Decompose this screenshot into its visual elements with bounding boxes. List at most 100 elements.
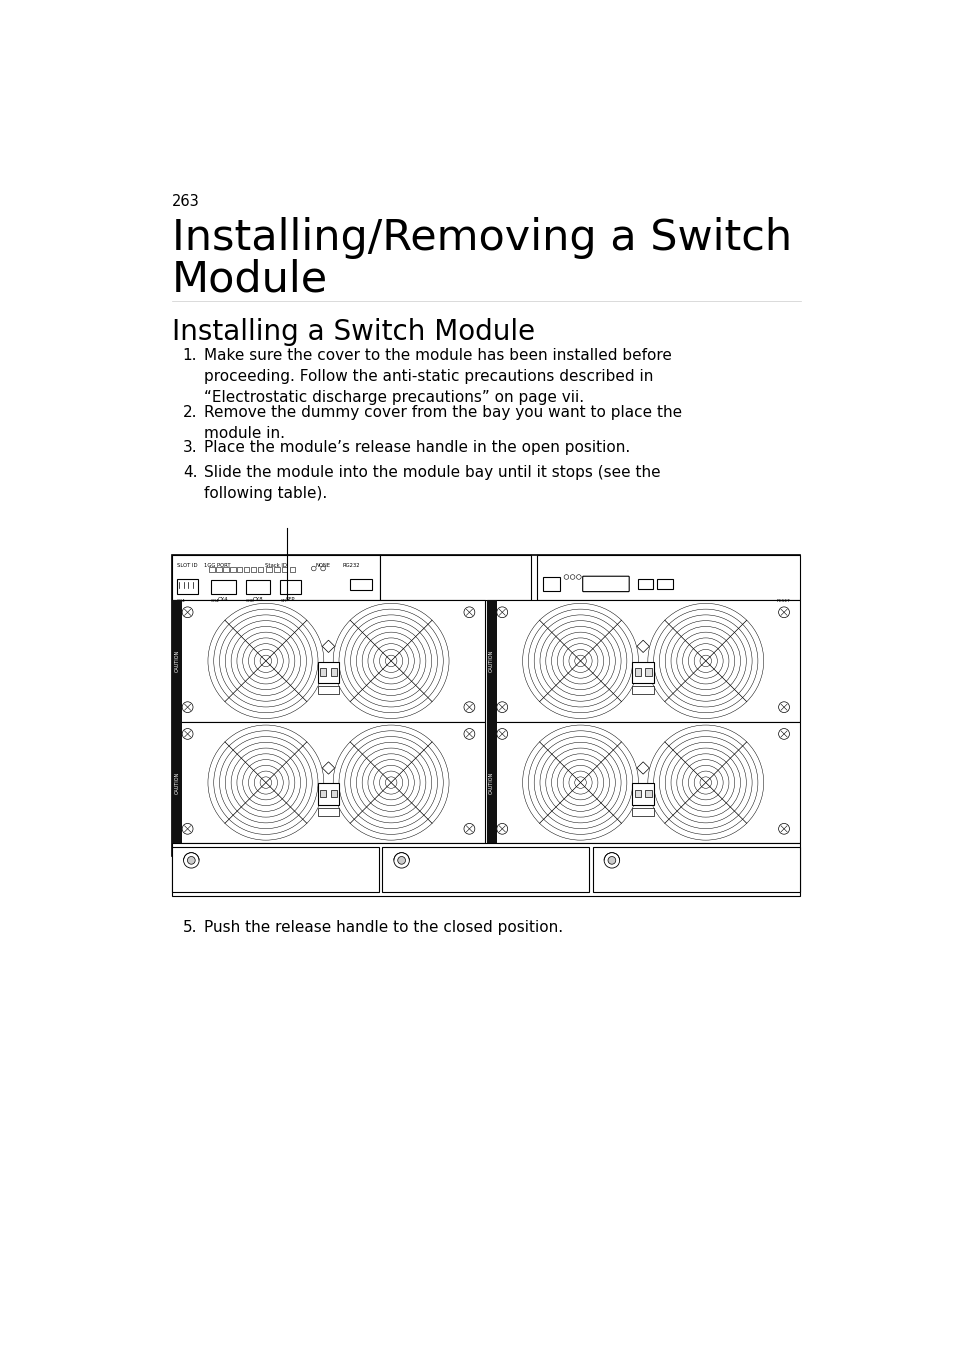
Circle shape bbox=[607, 857, 615, 864]
Text: CX4: CX4 bbox=[176, 598, 185, 602]
Text: Installing a Switch Module: Installing a Switch Module bbox=[172, 318, 535, 346]
Bar bbox=[172, 556, 799, 856]
Text: Make sure the cover to the module has been installed before
proceeding. Follow t: Make sure the cover to the module has be… bbox=[204, 348, 672, 405]
Bar bbox=[172, 600, 484, 721]
Circle shape bbox=[183, 853, 199, 868]
Text: Slide the module into the module bay until it stops (see the
following table).: Slide the module into the module bay unt… bbox=[204, 464, 660, 501]
Bar bbox=[280, 580, 300, 594]
Text: 1GG PORT: 1GG PORT bbox=[204, 563, 231, 568]
Bar bbox=[236, 567, 242, 572]
Circle shape bbox=[394, 853, 409, 868]
Text: CX8: CX8 bbox=[245, 598, 254, 602]
Text: Place the module’s release handle in the open position.: Place the module’s release handle in the… bbox=[204, 439, 630, 455]
Bar bbox=[632, 808, 654, 816]
Text: 2.: 2. bbox=[183, 405, 197, 420]
Bar bbox=[592, 847, 799, 893]
Bar bbox=[245, 580, 270, 594]
Circle shape bbox=[563, 575, 568, 579]
Bar bbox=[172, 843, 799, 895]
Circle shape bbox=[497, 728, 507, 739]
Bar bbox=[317, 661, 339, 683]
Bar bbox=[244, 567, 249, 572]
Circle shape bbox=[778, 606, 789, 617]
Polygon shape bbox=[637, 761, 649, 773]
Bar bbox=[172, 721, 182, 843]
Bar bbox=[657, 579, 672, 589]
Bar bbox=[645, 668, 651, 676]
Bar bbox=[486, 600, 497, 721]
Text: CX4: CX4 bbox=[211, 598, 219, 602]
Bar bbox=[632, 783, 654, 805]
Bar bbox=[172, 600, 182, 721]
Circle shape bbox=[497, 606, 507, 617]
Bar bbox=[282, 567, 287, 572]
FancyBboxPatch shape bbox=[582, 576, 629, 591]
Bar bbox=[216, 567, 221, 572]
Text: SFP: SFP bbox=[286, 597, 295, 602]
Circle shape bbox=[778, 728, 789, 739]
Bar bbox=[542, 576, 559, 591]
Circle shape bbox=[397, 857, 405, 864]
Bar bbox=[634, 790, 640, 797]
Circle shape bbox=[497, 823, 507, 834]
Text: 4.: 4. bbox=[183, 464, 197, 479]
Polygon shape bbox=[322, 641, 335, 653]
Bar bbox=[486, 600, 799, 721]
Circle shape bbox=[570, 575, 575, 579]
Bar bbox=[230, 567, 235, 572]
Bar bbox=[632, 686, 654, 694]
Bar bbox=[382, 847, 589, 893]
Bar bbox=[251, 567, 256, 572]
Bar bbox=[172, 721, 484, 843]
Text: CAUTION: CAUTION bbox=[489, 650, 494, 672]
Text: 1.: 1. bbox=[183, 348, 197, 363]
Text: RG232: RG232 bbox=[342, 563, 359, 568]
Bar bbox=[319, 668, 326, 676]
Polygon shape bbox=[637, 641, 649, 653]
Bar bbox=[257, 567, 263, 572]
Circle shape bbox=[182, 728, 193, 739]
Text: Module: Module bbox=[172, 259, 328, 300]
Bar bbox=[486, 721, 799, 843]
Text: CAUTION: CAUTION bbox=[489, 772, 494, 794]
Bar bbox=[379, 556, 530, 600]
Bar bbox=[172, 556, 379, 600]
Circle shape bbox=[463, 702, 475, 712]
Circle shape bbox=[182, 823, 193, 834]
Bar bbox=[317, 808, 339, 816]
Text: 263: 263 bbox=[172, 193, 199, 208]
Text: Stack ID: Stack ID bbox=[265, 563, 287, 568]
Bar bbox=[266, 567, 272, 572]
Bar bbox=[331, 790, 336, 797]
Bar bbox=[319, 790, 326, 797]
Circle shape bbox=[182, 606, 193, 617]
Bar bbox=[634, 668, 640, 676]
Circle shape bbox=[778, 702, 789, 712]
Bar bbox=[537, 556, 799, 600]
Bar bbox=[223, 567, 229, 572]
Circle shape bbox=[463, 728, 475, 739]
Text: Remove the dummy cover from the bay you want to place the
module in.: Remove the dummy cover from the bay you … bbox=[204, 405, 682, 441]
Text: 5.: 5. bbox=[183, 920, 197, 935]
Bar bbox=[290, 567, 294, 572]
Bar bbox=[274, 567, 279, 572]
Bar bbox=[209, 567, 214, 572]
Bar bbox=[211, 580, 235, 594]
Circle shape bbox=[463, 823, 475, 834]
Circle shape bbox=[603, 853, 619, 868]
Circle shape bbox=[463, 606, 475, 617]
Text: NONE: NONE bbox=[315, 563, 330, 568]
Bar bbox=[317, 783, 339, 805]
Text: CAUTION: CAUTION bbox=[174, 772, 179, 794]
Bar bbox=[632, 661, 654, 683]
Text: Push the release handle to the closed position.: Push the release handle to the closed po… bbox=[204, 920, 563, 935]
Bar bbox=[486, 721, 497, 843]
Circle shape bbox=[576, 575, 580, 579]
Circle shape bbox=[311, 567, 315, 571]
Bar bbox=[172, 847, 378, 893]
Bar bbox=[350, 579, 372, 590]
Circle shape bbox=[320, 567, 325, 571]
Bar bbox=[176, 579, 198, 594]
Circle shape bbox=[182, 702, 193, 712]
Text: RESET: RESET bbox=[776, 598, 790, 602]
